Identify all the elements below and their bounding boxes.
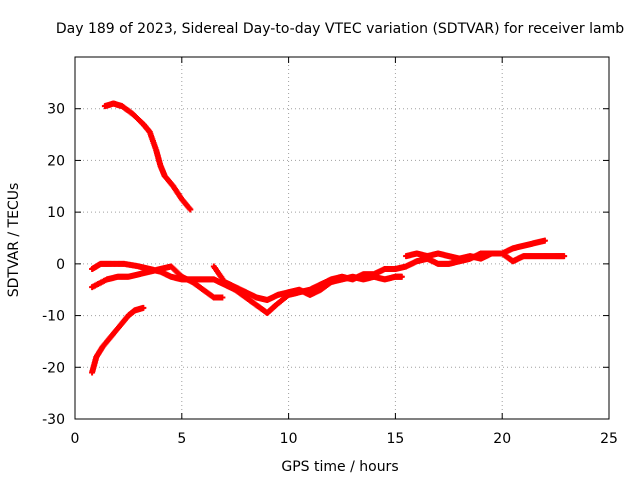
x-tick-label: 15 <box>386 431 404 447</box>
y-tick-label: -30 <box>42 412 65 428</box>
x-axis-label: GPS time / hours <box>281 459 398 475</box>
data-point <box>398 273 405 280</box>
data-point <box>187 206 194 213</box>
x-tick-label: 10 <box>280 431 298 447</box>
x-tick-label: 0 <box>71 431 80 447</box>
y-axis-label: SDTVAR / TECUs <box>6 183 22 298</box>
series-arc-secondary <box>89 263 226 301</box>
y-tick-label: 0 <box>56 257 65 273</box>
data-point <box>140 304 147 311</box>
y-tick-label: -10 <box>42 309 65 325</box>
series-arc-tertiary <box>210 263 405 304</box>
y-tick-label: -20 <box>42 360 65 376</box>
x-tick-label: 25 <box>600 431 618 447</box>
plot-points <box>89 100 568 376</box>
data-point <box>219 294 226 301</box>
x-tick-label: 20 <box>493 431 511 447</box>
plot-frame <box>74 56 610 420</box>
chart-title: Day 189 of 2023, Sidereal Day-to-day VTE… <box>56 21 624 37</box>
grid <box>74 57 610 420</box>
data-point <box>561 253 568 260</box>
y-tick-label: 20 <box>47 153 65 169</box>
series-arc-upper <box>101 100 194 213</box>
series-arc-evening <box>403 250 568 265</box>
y-tick-label: 30 <box>47 102 65 118</box>
x-tick-labels: 0 5 10 15 20 25 <box>71 431 618 447</box>
series-arc-lower <box>89 304 147 376</box>
y-tick-labels: -30 -20 -10 0 10 20 30 <box>42 102 65 428</box>
x-tick-label: 5 <box>177 431 186 447</box>
y-tick-label: 10 <box>47 205 65 221</box>
data-point <box>541 237 548 244</box>
